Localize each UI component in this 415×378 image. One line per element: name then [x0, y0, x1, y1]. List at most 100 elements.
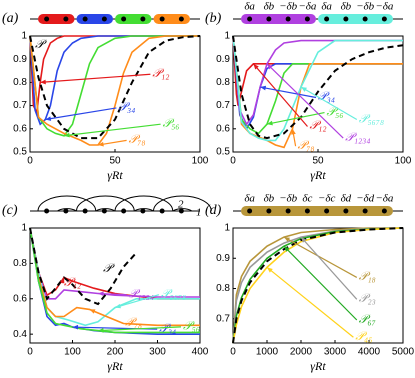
chain-label: −δa	[375, 1, 394, 13]
arrow-head	[267, 63, 273, 70]
series-line	[29, 35, 200, 137]
series-label: 𝒫₁₂	[310, 118, 327, 132]
y-tick-label: 0.9	[13, 54, 27, 65]
series-line	[232, 35, 403, 135]
x-tick-label: 50	[109, 156, 121, 167]
series-line	[29, 227, 200, 300]
chain-site	[101, 16, 107, 22]
chain-site	[285, 16, 291, 22]
chain-site	[343, 208, 349, 214]
series-label: 𝒫₁₂	[152, 66, 169, 80]
series-label: 𝒫₄₅	[355, 329, 372, 343]
y-tick-label: 0.8	[13, 258, 27, 269]
arrow-shaft	[114, 294, 160, 309]
series-label: 𝒫₁₂₃₄	[345, 130, 370, 144]
arrow-head	[64, 132, 70, 138]
x-tick-label: 50	[312, 156, 324, 167]
series-line	[29, 227, 138, 306]
chain-site	[381, 208, 387, 214]
chain-segment	[153, 14, 190, 24]
chain-segment	[241, 206, 393, 216]
chain-label: −δc	[318, 193, 336, 205]
chain-site	[159, 208, 165, 214]
series-line	[29, 35, 200, 126]
arrow-shaft	[40, 73, 151, 83]
chain-site	[324, 16, 330, 22]
chain-label: δa	[321, 1, 332, 13]
arrow-shaft	[63, 123, 161, 137]
panel-label: (b)	[205, 11, 222, 26]
series-label: 𝒫₅₆	[327, 104, 344, 118]
chain-site	[362, 208, 368, 214]
chain-site	[121, 208, 127, 214]
chain-label: δa	[244, 1, 255, 13]
series-label: 𝒫₅₆	[163, 116, 180, 130]
y-tick-label: 1	[21, 31, 27, 42]
arrow-head	[253, 63, 259, 70]
chain-site	[63, 16, 69, 22]
arrow-head	[98, 328, 104, 333]
arrow-head	[301, 87, 307, 92]
panel: δa δb −δb −δa δa δb −δb −δa(b)0.50.60.70.80.910…	[205, 1, 412, 182]
panel-label: (c)	[2, 203, 18, 218]
arrow-head	[45, 116, 52, 121]
plot-frame	[232, 227, 404, 344]
x-tick-label: 400	[192, 347, 209, 358]
y-tick-label: 0.7	[13, 100, 27, 111]
y-tick-label: 0.7	[216, 313, 230, 324]
series-label: 𝒫₇₈	[298, 138, 315, 152]
panel: 21(c)0.40.60.810 100 200 300 400γRt𝒫𝒫₁₂𝒫₁₂₃₄…	[2, 195, 212, 373]
arrow-shaft	[45, 107, 117, 121]
series-label: 𝒫₁₈	[359, 269, 376, 283]
series-label: 𝒫₂₃	[359, 291, 376, 305]
series-line	[232, 227, 404, 344]
arrow-head	[72, 324, 79, 330]
series-line	[232, 35, 403, 142]
series-line	[232, 227, 404, 344]
arrow-head	[267, 120, 273, 126]
y-tick-label: 0.4	[13, 329, 27, 340]
chain-label: −δb	[356, 1, 375, 13]
arrow-head	[59, 277, 65, 284]
arrow-head	[40, 79, 46, 85]
arrow-head	[98, 141, 104, 147]
chain-site	[178, 208, 184, 214]
series-label: 𝒫₅₆	[183, 319, 200, 333]
series-line	[29, 227, 200, 327]
x-tick-label: 4000	[358, 347, 381, 358]
arrow-head	[291, 128, 296, 135]
arrow-shaft	[260, 86, 317, 99]
x-tick-label: 0	[230, 156, 236, 167]
coupling-arc	[76, 195, 135, 212]
panel-label: (a)	[2, 11, 19, 26]
chain-segment	[38, 14, 75, 24]
series-label: 𝒫₇₈	[129, 132, 146, 146]
chain-label: 1	[196, 207, 202, 219]
chain-label: δc	[302, 193, 312, 205]
x-tick-label: 100	[192, 156, 209, 167]
chain-site	[304, 208, 310, 214]
x-axis-label: γRt	[310, 168, 326, 182]
series-line	[232, 227, 404, 344]
chain-site	[343, 16, 349, 22]
arrow-shaft	[300, 236, 358, 300]
arrow-shaft	[283, 245, 358, 321]
chain-site	[82, 16, 88, 22]
y-tick-label: 1	[224, 31, 230, 42]
series-label: 𝒫₅₆₇₈	[161, 286, 186, 300]
chain-site	[140, 208, 146, 214]
chain-label: δb	[341, 1, 352, 13]
chain-site	[101, 208, 107, 214]
chain-segment	[318, 14, 393, 24]
x-tick-label: 200	[107, 347, 124, 358]
plot-frame	[29, 35, 201, 153]
x-tick-label: 1000	[256, 347, 279, 358]
y-tick-label: 0.9	[216, 253, 230, 264]
chain-segment	[115, 14, 152, 24]
chain-label: −δd	[356, 193, 375, 205]
y-tick-label: 0.8	[216, 283, 230, 294]
arrow-head	[267, 267, 273, 273]
arrow-shaft	[266, 63, 344, 139]
arrow-shaft	[266, 111, 325, 125]
arrow-head	[89, 309, 96, 314]
